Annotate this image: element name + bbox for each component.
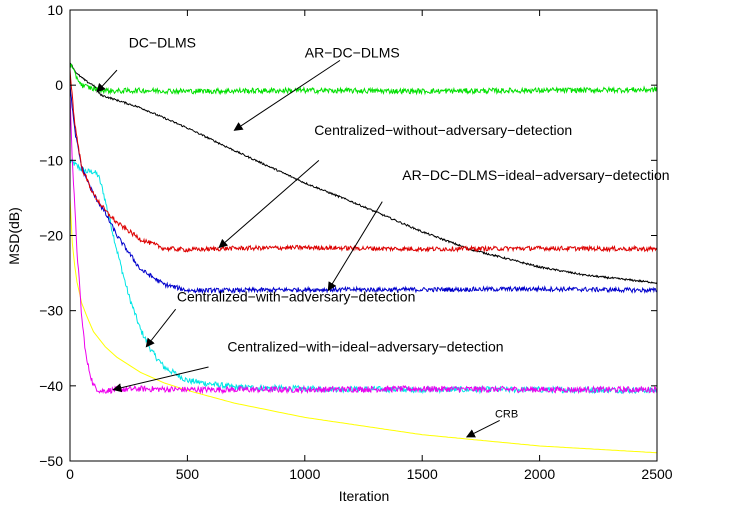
- x-tick-label: 500: [176, 466, 200, 482]
- annotation-label: AR−DC−DLMS−ideal−adversary−detection: [402, 167, 669, 183]
- x-tick-label: 2500: [641, 466, 672, 482]
- series-line-0: [70, 63, 657, 96]
- series-line-3: [70, 83, 657, 295]
- annotation-arrow: [112, 366, 209, 393]
- y-tick-label: −20: [39, 228, 63, 244]
- series-line-5: [70, 90, 657, 395]
- axis-ticks: 0 500 1000 1500 2000 2500 −50 −40 −30 −20 −10 0 10: [39, 2, 673, 482]
- series-line-6: [70, 197, 657, 454]
- plot-area: [70, 10, 657, 461]
- y-axis-label: MSD(dB): [6, 207, 22, 265]
- y-tick-label: −10: [39, 152, 63, 168]
- y-tick-label: −30: [39, 303, 63, 319]
- y-tick-label: −40: [39, 378, 63, 394]
- y-tick-label: 0: [55, 77, 63, 93]
- annotation-label: AR−DC−DLMS: [305, 44, 400, 60]
- annotation-label: DC−DLMS: [129, 35, 196, 51]
- y-tick-label: 10: [47, 2, 63, 18]
- x-tick-label: 0: [66, 466, 74, 482]
- annotation-arrow: [145, 308, 177, 348]
- annotation-arrow: [218, 159, 320, 249]
- y-tick-label: −50: [39, 453, 63, 469]
- x-axis-label: Iteration: [339, 488, 390, 504]
- annotation-label: Centralized−with−ideal−adversary−detecti…: [227, 338, 503, 354]
- annotations: DC−DLMS AR−DC−DLMS Centralized−without−adv…: [96, 35, 670, 438]
- annotation-label: Centralized−without−adversary−detection: [314, 122, 572, 138]
- annotation-label: Centralized−with−adversary−detection: [177, 289, 416, 305]
- annotation-label: CRB: [495, 408, 518, 420]
- x-tick-label: 2000: [524, 466, 555, 482]
- x-tick-label: 1000: [289, 466, 320, 482]
- annotation-arrow: [465, 419, 500, 438]
- annotation-arrow: [96, 69, 118, 93]
- series-line-2: [70, 68, 657, 253]
- series-layer: [70, 62, 657, 454]
- series-line-1: [70, 62, 657, 285]
- x-tick-label: 1500: [407, 466, 438, 482]
- annotation-arrow: [233, 59, 341, 131]
- annotation-arrow: [327, 201, 383, 292]
